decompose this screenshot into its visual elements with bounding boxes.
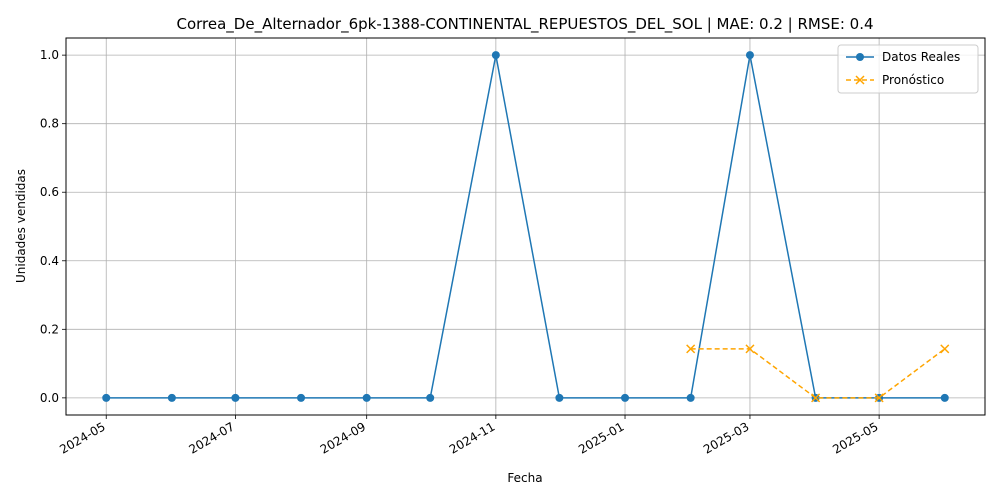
plot-frame — [65, 37, 986, 416]
grid — [66, 38, 985, 415]
series-line-pronostico — [690, 348, 946, 399]
series-pronostico — [686, 344, 950, 403]
data-point — [231, 393, 240, 402]
y-axis-ticks: 0.0 0.2 0.4 0.6 0.8 1.0 — [40, 48, 66, 405]
y-tick-label: 0.8 — [40, 117, 59, 131]
data-point — [555, 393, 564, 402]
x-axis-label: Fecha — [507, 471, 542, 485]
data-point — [940, 393, 949, 402]
data-point — [167, 393, 176, 402]
data-point — [426, 393, 435, 402]
data-point — [874, 393, 884, 403]
legend-marker-pronostico — [855, 75, 865, 85]
y-tick-label: 0.4 — [40, 254, 59, 268]
data-point — [621, 393, 630, 402]
data-point — [686, 393, 695, 402]
data-point — [745, 51, 754, 60]
series-datos-reales — [102, 51, 949, 402]
series-line-datos-reales — [106, 54, 945, 399]
y-tick-label: 0.2 — [40, 322, 59, 336]
data-point — [686, 344, 696, 354]
y-tick-label: 1.0 — [40, 48, 59, 62]
data-point — [811, 393, 821, 403]
y-tick-label: 0.0 — [40, 391, 59, 405]
data-point — [745, 344, 755, 354]
legend: Datos Reales Pronóstico — [837, 44, 979, 94]
y-tick-label: 0.6 — [40, 185, 59, 199]
legend-label-pronostico: Pronóstico — [882, 73, 944, 87]
data-point — [491, 51, 500, 60]
data-point — [940, 344, 950, 354]
y-axis-label: Unidades vendidas — [14, 169, 28, 283]
data-point — [362, 393, 371, 402]
legend-marker-datos-reales — [856, 53, 864, 61]
series-layer — [102, 51, 950, 403]
data-point — [297, 393, 306, 402]
legend-label-datos-reales: Datos Reales — [882, 50, 960, 64]
data-point — [102, 393, 111, 402]
legend-x-mark — [855, 75, 865, 85]
chart-title: Correa_De_Alternador_6pk-1388-CONTINENTA… — [176, 15, 873, 34]
